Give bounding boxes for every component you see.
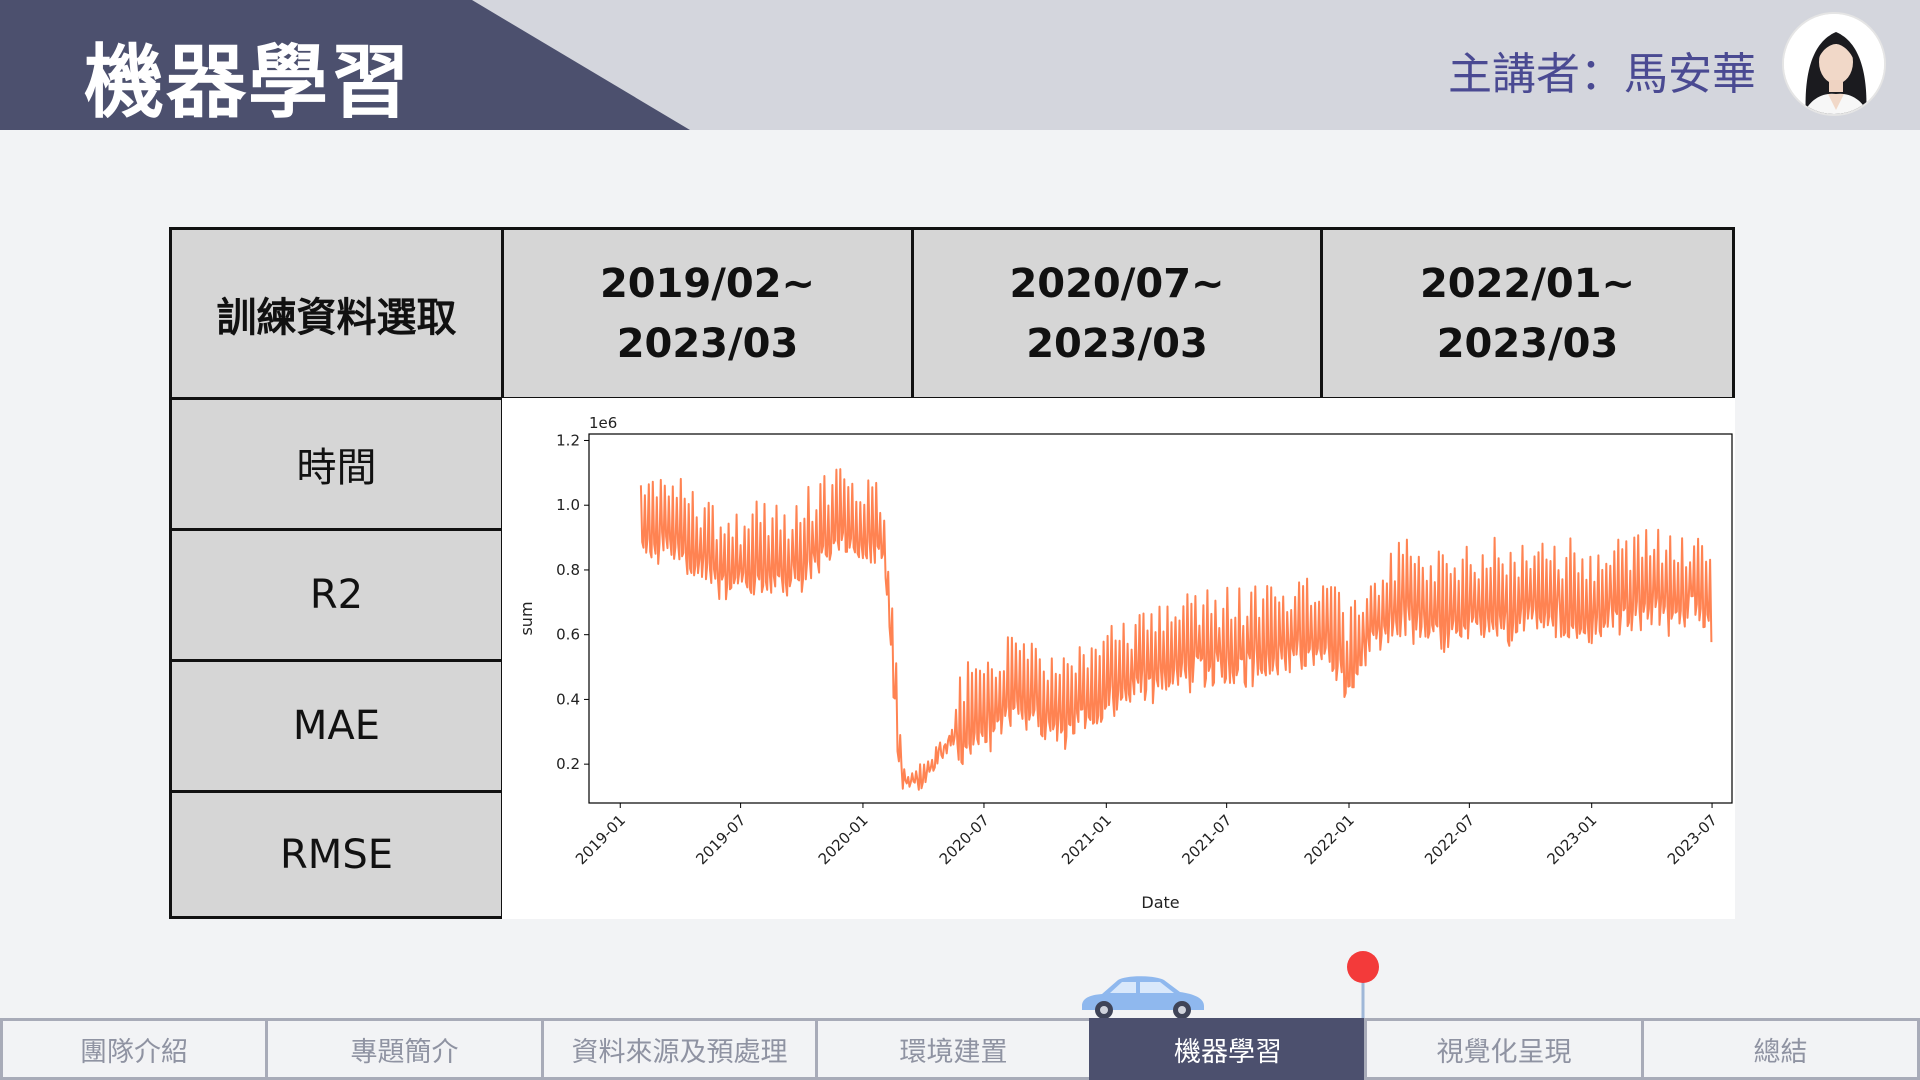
nav-item-visualization[interactable]: 視覺化呈現 [1364, 1018, 1641, 1080]
period-end: 2023/03 [1436, 320, 1619, 367]
y-tick-label: 0.4 [556, 690, 580, 708]
nav-item-summary[interactable]: 總結 [1641, 1018, 1920, 1080]
row-label-rmse: RMSE [172, 793, 504, 916]
table-header-period: 2019/02~ 2023/03 [504, 230, 914, 400]
y-tick-label: 1.2 [556, 431, 580, 449]
time-series-chart: 0.2 0.4 0.6 0.8 1.0 1.2 2019-01 2019-07 2020-01 2… [517, 414, 1733, 912]
table-header-period: 2020/07~ 2023/03 [914, 230, 1323, 400]
period-end: 2023/03 [1026, 320, 1208, 367]
x-tick-label: 2022-01 [1301, 811, 1358, 868]
x-tick-label: 2019-01 [572, 811, 629, 868]
page-title: 機器學習 [84, 36, 412, 129]
chart-panel: 0.2 0.4 0.6 0.8 1.0 1.2 2019-01 2019-07 2020-01 2… [502, 398, 1735, 919]
avatar [1782, 12, 1886, 116]
period-start: 2022/01~ [1419, 260, 1636, 307]
series-line [639, 468, 1713, 791]
y-tick-label: 1.0 [556, 496, 580, 514]
y-offset-label: 1e6 [589, 414, 617, 432]
row-label-time: 時間 [172, 400, 504, 531]
bottom-nav: 團隊介紹 專題簡介 資料來源及預處理 環境建置 機器學習 視覺化呈現 總結 [0, 1018, 1920, 1080]
nav-item-environment[interactable]: 環境建置 [815, 1018, 1089, 1080]
x-tick-label: 2020-01 [815, 811, 872, 868]
x-tick-label: 2021-01 [1058, 811, 1115, 868]
x-tick-label: 2023-07 [1664, 811, 1721, 868]
y-axis-label: sum [517, 601, 536, 635]
row-label-mae: MAE [172, 662, 504, 793]
period-end: 2023/03 [616, 320, 799, 367]
y-tick-label: 0.8 [556, 561, 580, 579]
x-tick-label: 2019-07 [692, 811, 749, 868]
results-table: 訓練資料選取 2019/02~ 2023/03 2020/07~ 2023/03 2… [169, 227, 1735, 919]
row-label-r2: R2 [172, 531, 504, 662]
x-tick-label: 2023-01 [1543, 811, 1600, 868]
x-tick-label: 2022-07 [1421, 811, 1478, 868]
nav-item-project[interactable]: 專題簡介 [265, 1018, 541, 1080]
table-header-period: 2022/01~ 2023/03 [1323, 230, 1732, 400]
speaker-label: 主講者：馬安華 [1448, 49, 1756, 100]
x-tick-label: 2020-07 [936, 811, 993, 868]
y-tick-label: 0.2 [556, 755, 580, 773]
table-header-cell: 訓練資料選取 [172, 230, 504, 400]
period-start: 2020/07~ [1009, 260, 1225, 307]
nav-item-machine-learning[interactable]: 機器學習 [1089, 1018, 1364, 1080]
y-tick-label: 0.6 [556, 626, 580, 644]
x-tick-label: 2021-07 [1178, 811, 1235, 868]
nav-item-data-source[interactable]: 資料來源及預處理 [541, 1018, 815, 1080]
nav-item-team[interactable]: 團隊介紹 [0, 1018, 265, 1080]
period-start: 2019/02~ [599, 260, 816, 307]
x-axis-label: Date [1141, 893, 1179, 912]
speaker-portrait-icon [1784, 14, 1884, 114]
plot-frame [588, 433, 1733, 804]
location-pin-icon [1346, 950, 1380, 1024]
car-icon [1076, 970, 1208, 1024]
header-bar: 機器學習 主講者：馬安華 [0, 0, 1920, 130]
